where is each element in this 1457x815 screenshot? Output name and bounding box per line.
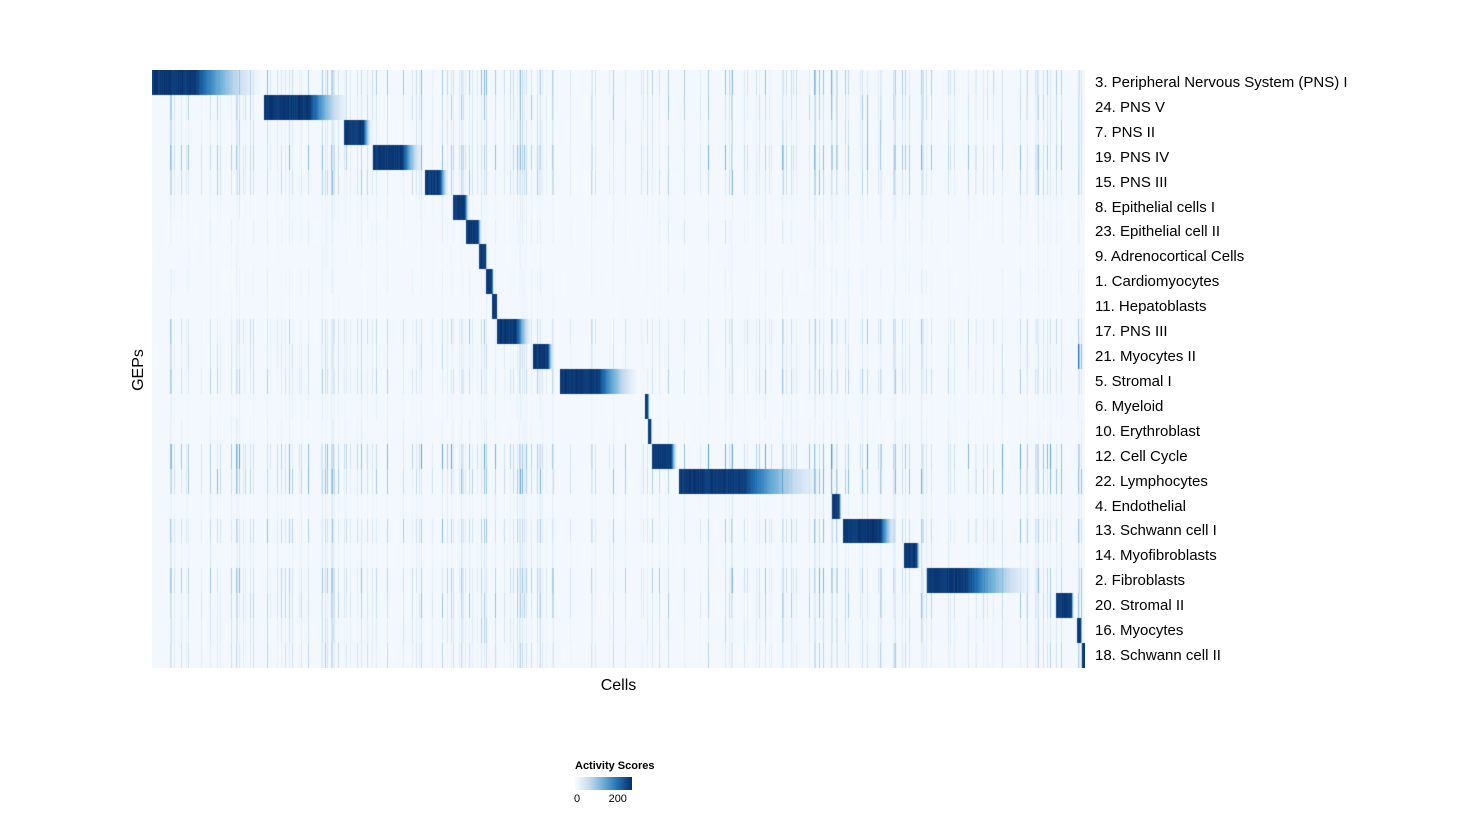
y-axis-label: GEPs bbox=[130, 349, 147, 391]
row-label: 1. Cardiomyocytes bbox=[1095, 273, 1220, 291]
row-label: 8. Epithelial cells I bbox=[1095, 198, 1216, 216]
row-label: 4. Endothelial bbox=[1095, 497, 1186, 515]
row-labels: 3. Peripheral Nervous System (PNS) I 24. … bbox=[1095, 70, 1455, 668]
colorbar-tick-max: 200 bbox=[608, 793, 627, 805]
row-label: 14. Myofibroblasts bbox=[1095, 547, 1217, 565]
row-label: 24. PNS V bbox=[1095, 98, 1166, 116]
row-label: 10. Erythroblast bbox=[1095, 422, 1201, 440]
row-label: 2. Fibroblasts bbox=[1095, 572, 1186, 590]
row-label: 5. Stromal I bbox=[1095, 372, 1172, 390]
row-label: 19. PNS IV bbox=[1095, 148, 1170, 166]
row-label: 15. PNS III bbox=[1095, 173, 1168, 191]
legend-title: Activity Scores bbox=[575, 760, 655, 772]
row-label: 12. Cell Cycle bbox=[1095, 447, 1188, 465]
row-label: 16. Myocytes bbox=[1095, 622, 1184, 640]
row-label: 17. PNS III bbox=[1095, 323, 1168, 341]
heatmap-canvas bbox=[152, 70, 1085, 668]
row-label: 18. Schwann cell II bbox=[1095, 647, 1221, 665]
row-label: 21. Myocytes II bbox=[1095, 348, 1196, 366]
row-label: 9. Adrenocortical Cells bbox=[1095, 248, 1245, 266]
row-label: 7. PNS II bbox=[1095, 123, 1156, 141]
row-label: 23. Epithelial cell II bbox=[1095, 223, 1221, 241]
row-label: 3. Peripheral Nervous System (PNS) I bbox=[1095, 73, 1348, 91]
row-label: 20. Stromal II bbox=[1095, 597, 1185, 615]
legend: Activity Scores 0 200 bbox=[573, 760, 715, 807]
colorbar-ticks: 0 200 bbox=[573, 793, 632, 807]
row-label: 6. Myeloid bbox=[1095, 397, 1164, 415]
row-label: 13. Schwann cell I bbox=[1095, 522, 1217, 540]
colorbar-canvas bbox=[575, 777, 632, 790]
row-label: 22. Lymphocytes bbox=[1095, 472, 1208, 490]
row-label: 11. Hepatoblasts bbox=[1095, 298, 1207, 316]
colorbar-tick-min: 0 bbox=[573, 793, 581, 805]
heatmap bbox=[152, 70, 1085, 668]
x-axis-label: Cells bbox=[600, 677, 637, 694]
